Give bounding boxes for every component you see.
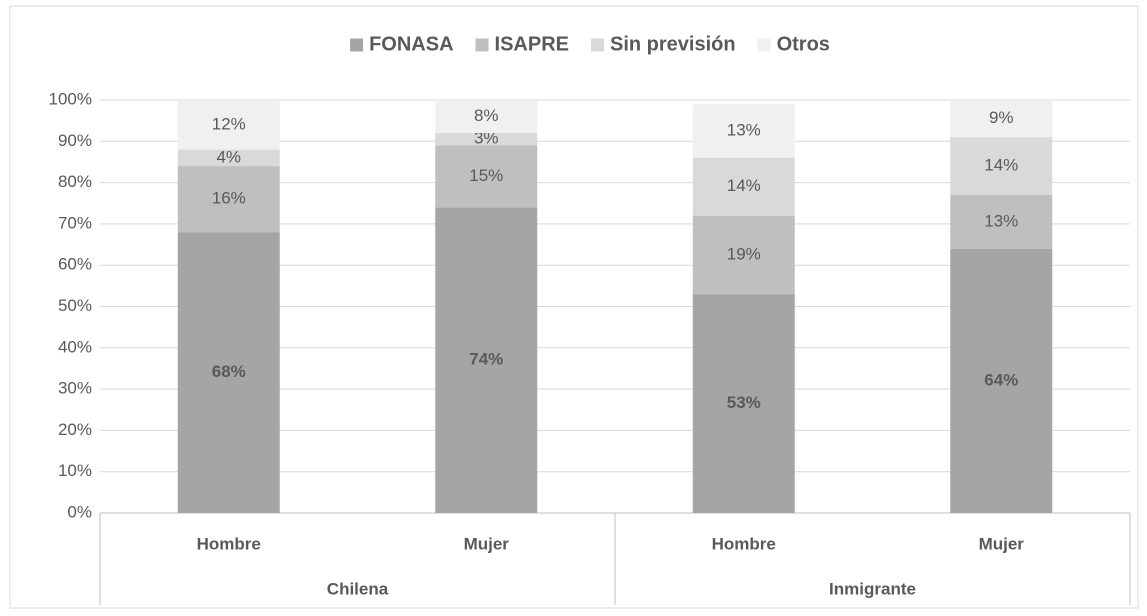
y-tick-label: 100%: [49, 89, 92, 108]
bar-segment: [435, 100, 538, 134]
y-tick-label: 50%: [58, 296, 92, 315]
bar-segment: [692, 104, 795, 158]
bar-segment: [950, 194, 1053, 249]
y-tick-label: 10%: [58, 461, 92, 480]
data-label: 74%: [469, 350, 503, 369]
legend-label: FONASA: [369, 33, 453, 55]
x-tick-label: Hombre: [712, 534, 776, 553]
legend-swatch: [757, 38, 771, 52]
x-tick-label: Hombre: [197, 534, 261, 553]
bar-segment: [950, 100, 1053, 138]
legend-swatch: [350, 38, 364, 52]
data-label: 8%: [474, 106, 499, 125]
data-label: 68%: [212, 362, 246, 381]
x-tick-label: Mujer: [979, 534, 1025, 553]
y-tick-label: 30%: [58, 379, 92, 398]
data-label: 16%: [212, 189, 246, 208]
y-tick-label: 60%: [58, 255, 92, 274]
bar-segment: [692, 157, 795, 216]
data-label: 13%: [727, 120, 761, 139]
bar-segment: [950, 137, 1053, 195]
data-label: 19%: [727, 244, 761, 263]
bar-segment: [177, 100, 280, 150]
y-tick-label: 80%: [58, 172, 92, 191]
legend-label: Sin previsión: [610, 33, 736, 55]
y-tick-label: 20%: [58, 420, 92, 439]
y-tick-label: 70%: [58, 213, 92, 232]
data-label: 64%: [984, 370, 1018, 389]
bar-segment: [435, 145, 538, 208]
y-tick-label: 40%: [58, 337, 92, 356]
data-label: 14%: [984, 156, 1018, 175]
legend-swatch: [475, 38, 489, 52]
y-tick-label: 0%: [67, 502, 92, 521]
bar-segment: [435, 133, 538, 146]
legend-label: Otros: [777, 33, 830, 55]
legend-swatch: [590, 38, 604, 52]
bar-segment: [177, 232, 280, 513]
data-label: 4%: [216, 147, 241, 166]
y-tick-label: 90%: [58, 131, 92, 150]
bar-segment: [177, 166, 280, 233]
group-label: Chilena: [327, 579, 389, 598]
data-label: 9%: [989, 108, 1014, 127]
bar-segment: [692, 215, 795, 295]
data-label: 15%: [469, 166, 503, 185]
x-tick-label: Mujer: [464, 534, 510, 553]
bar-segment: [435, 207, 538, 513]
data-label: 14%: [727, 176, 761, 195]
bar-segment: [177, 149, 280, 167]
bar-segment: [692, 294, 795, 513]
data-label: 3%: [474, 129, 499, 148]
legend-label: ISAPRE: [495, 33, 569, 55]
group-label: Inmigrante: [829, 579, 916, 598]
bar-segment: [950, 248, 1053, 513]
data-label: 12%: [212, 114, 246, 133]
data-label: 53%: [727, 393, 761, 412]
data-label: 13%: [984, 211, 1018, 230]
